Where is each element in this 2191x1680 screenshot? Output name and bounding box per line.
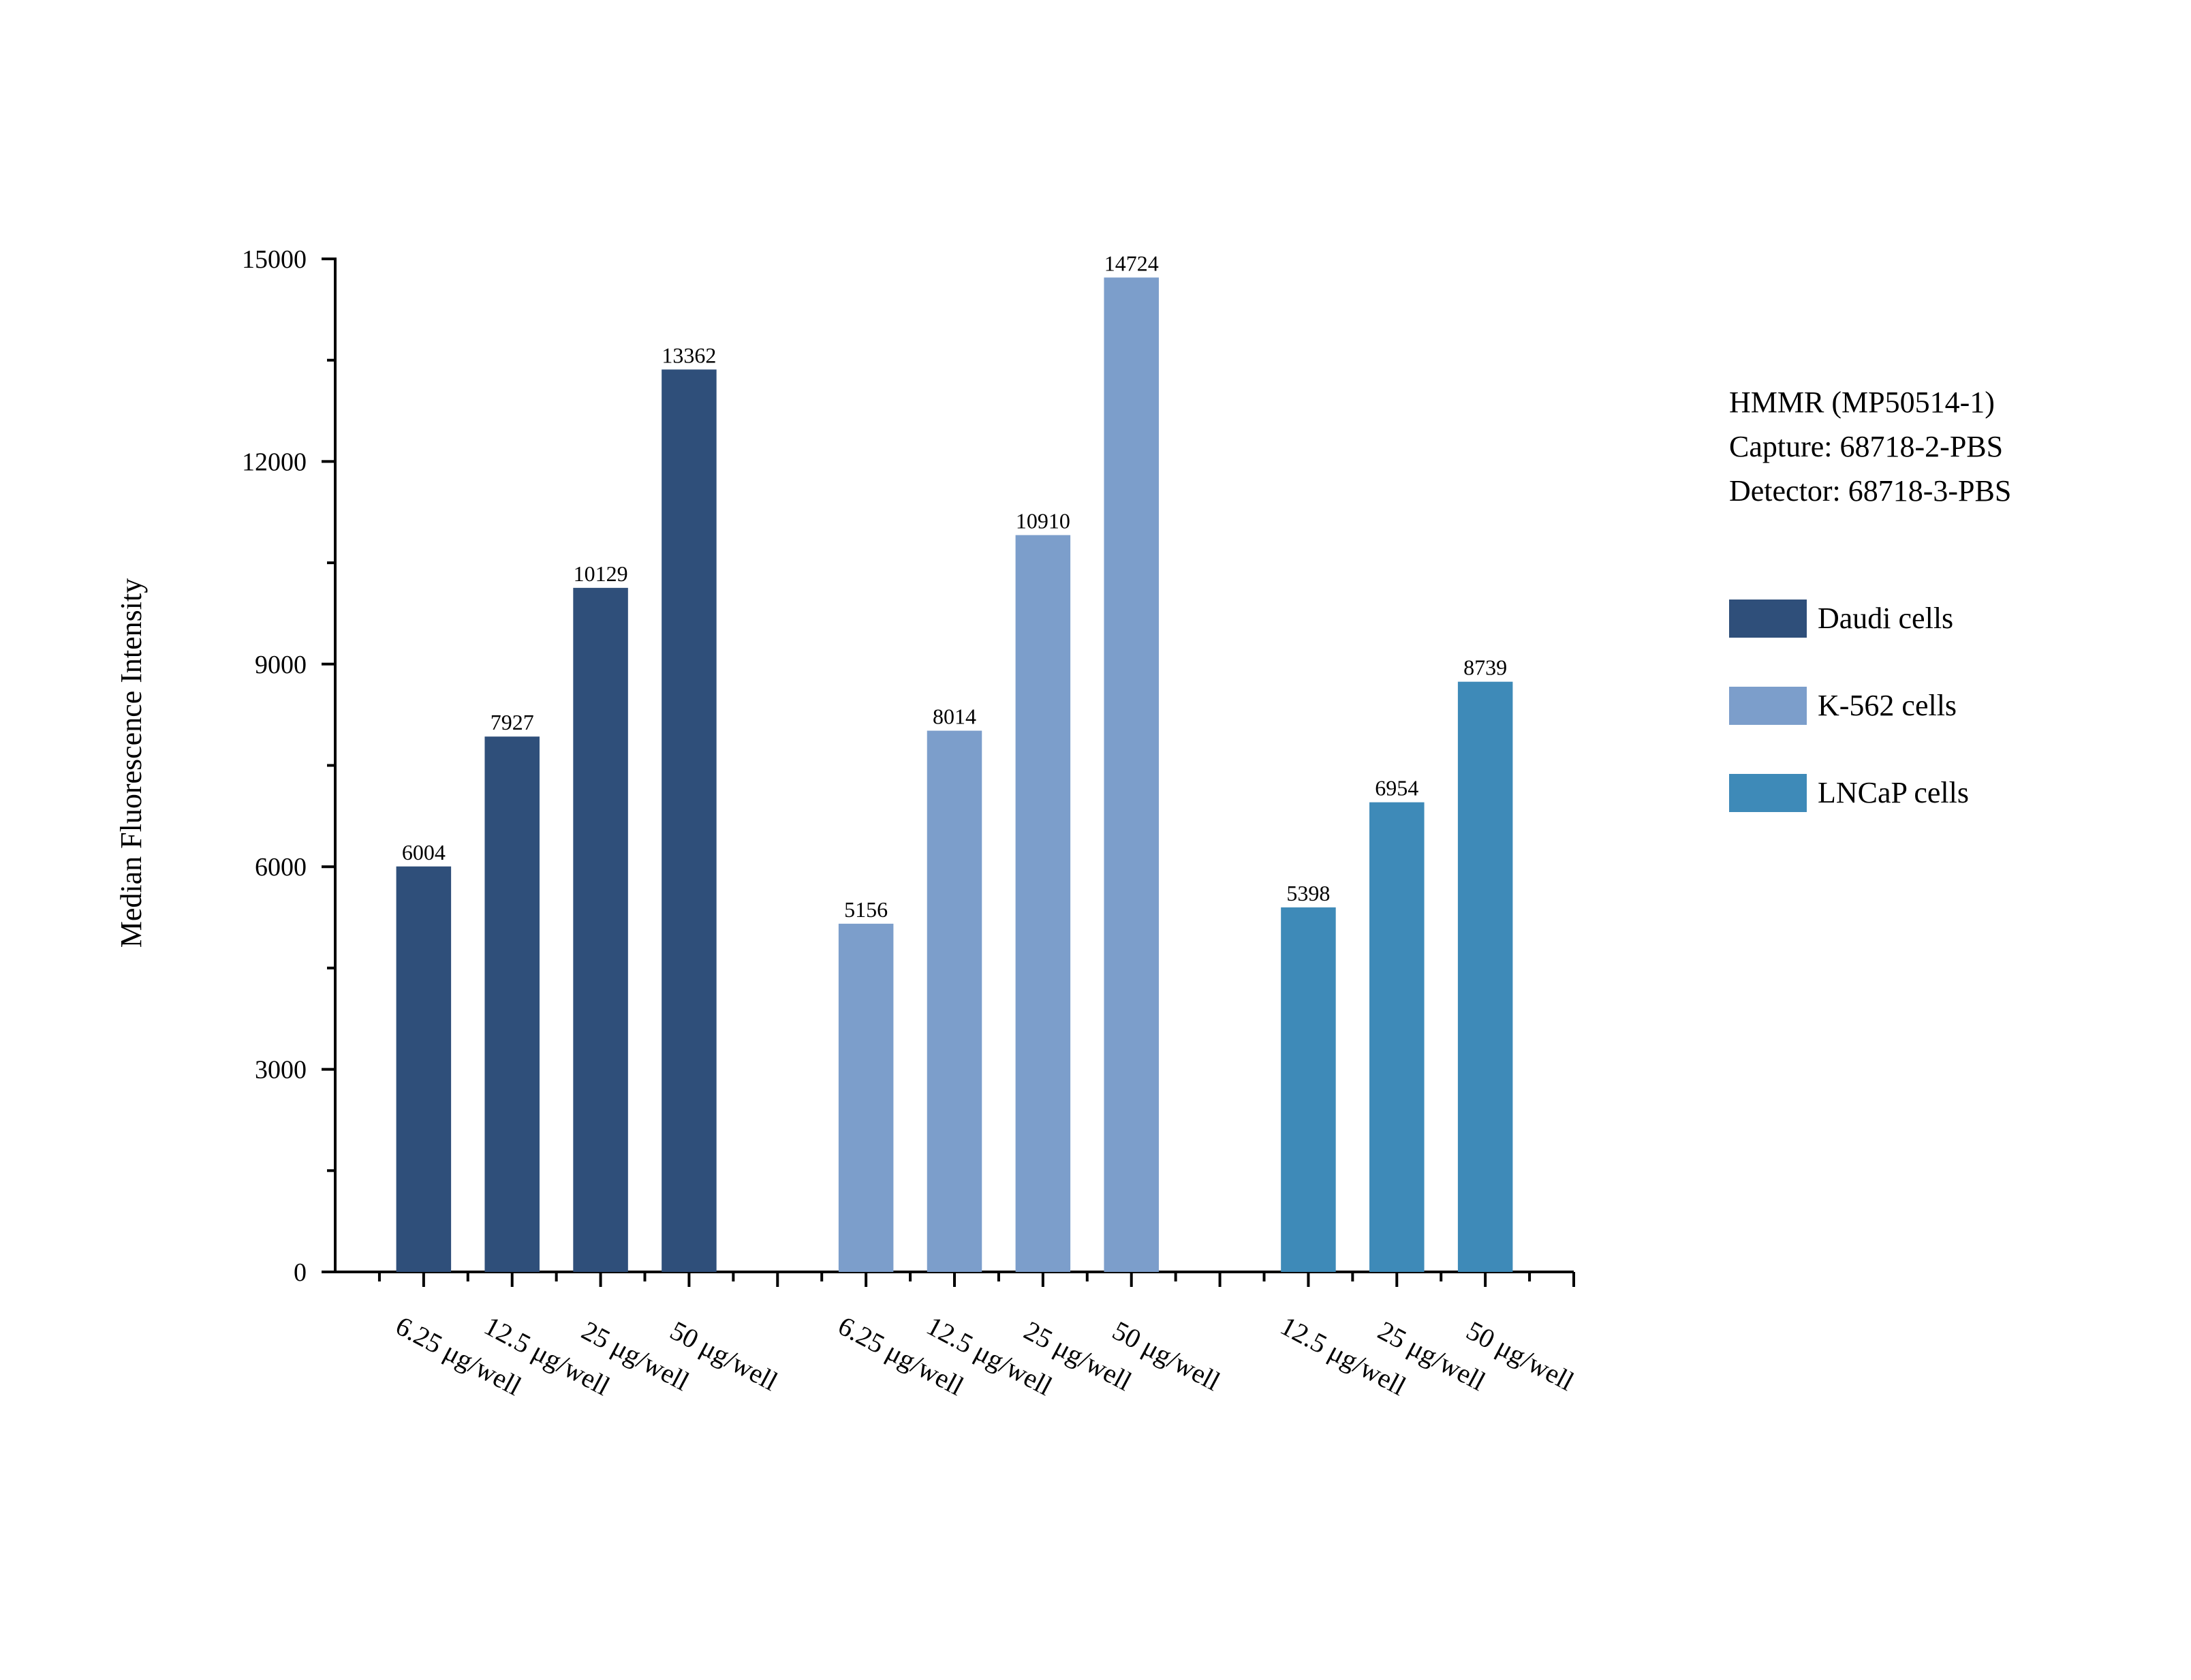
legend-label: Daudi cells bbox=[1818, 602, 1953, 635]
bar bbox=[1104, 277, 1159, 1272]
value-label: 6004 bbox=[402, 840, 446, 865]
bar bbox=[1457, 681, 1513, 1272]
y-axis-title: Median Fluorescence Intensity bbox=[114, 578, 148, 948]
value-label: 13362 bbox=[662, 343, 716, 367]
legend-label: LNCaP cells bbox=[1818, 776, 1969, 809]
bar bbox=[573, 587, 628, 1272]
bar bbox=[1015, 535, 1071, 1272]
annotation-line: Capture: 68718-2-PBS bbox=[1729, 430, 2003, 463]
legend: Daudi cells K-562 cells LNCaP cells bbox=[1729, 600, 1969, 812]
annotation-line: Detector: 68718-3-PBS bbox=[1729, 474, 2011, 508]
value-label: 8739 bbox=[1463, 655, 1507, 680]
bar bbox=[1281, 907, 1336, 1272]
value-label: 8014 bbox=[933, 704, 976, 729]
bar bbox=[1369, 802, 1425, 1272]
value-label: 5156 bbox=[844, 897, 888, 922]
bar bbox=[396, 866, 452, 1272]
annotation-line: HMMR (MP50514-1) bbox=[1729, 386, 1995, 419]
y-tick-label: 6000 bbox=[255, 853, 307, 882]
value-label: 10910 bbox=[1016, 508, 1070, 533]
bar bbox=[484, 736, 540, 1272]
value-label: 10129 bbox=[574, 561, 628, 586]
bar bbox=[927, 730, 982, 1272]
value-label: 14724 bbox=[1104, 251, 1159, 275]
axes: 0 3000 6000 9000 12000 15000 bbox=[242, 245, 1575, 1287]
legend-label: K-562 cells bbox=[1818, 689, 1957, 722]
legend-swatch bbox=[1729, 774, 1807, 812]
y-tick-label: 3000 bbox=[255, 1056, 307, 1085]
legend-swatch bbox=[1729, 687, 1807, 725]
bar bbox=[662, 369, 717, 1272]
legend-swatch bbox=[1729, 600, 1807, 638]
bars bbox=[396, 277, 1513, 1272]
y-tick-label: 15000 bbox=[242, 245, 307, 274]
y-tick-label: 12000 bbox=[242, 448, 307, 476]
value-label: 5398 bbox=[1286, 881, 1330, 905]
bar bbox=[838, 923, 894, 1272]
value-label: 6954 bbox=[1375, 776, 1418, 800]
y-tick-label: 0 bbox=[294, 1258, 307, 1287]
annotation-block: HMMR (MP50514-1) Capture: 68718-2-PBS De… bbox=[1729, 386, 2011, 508]
value-label: 7927 bbox=[491, 710, 534, 734]
y-tick-label: 9000 bbox=[255, 651, 307, 679]
